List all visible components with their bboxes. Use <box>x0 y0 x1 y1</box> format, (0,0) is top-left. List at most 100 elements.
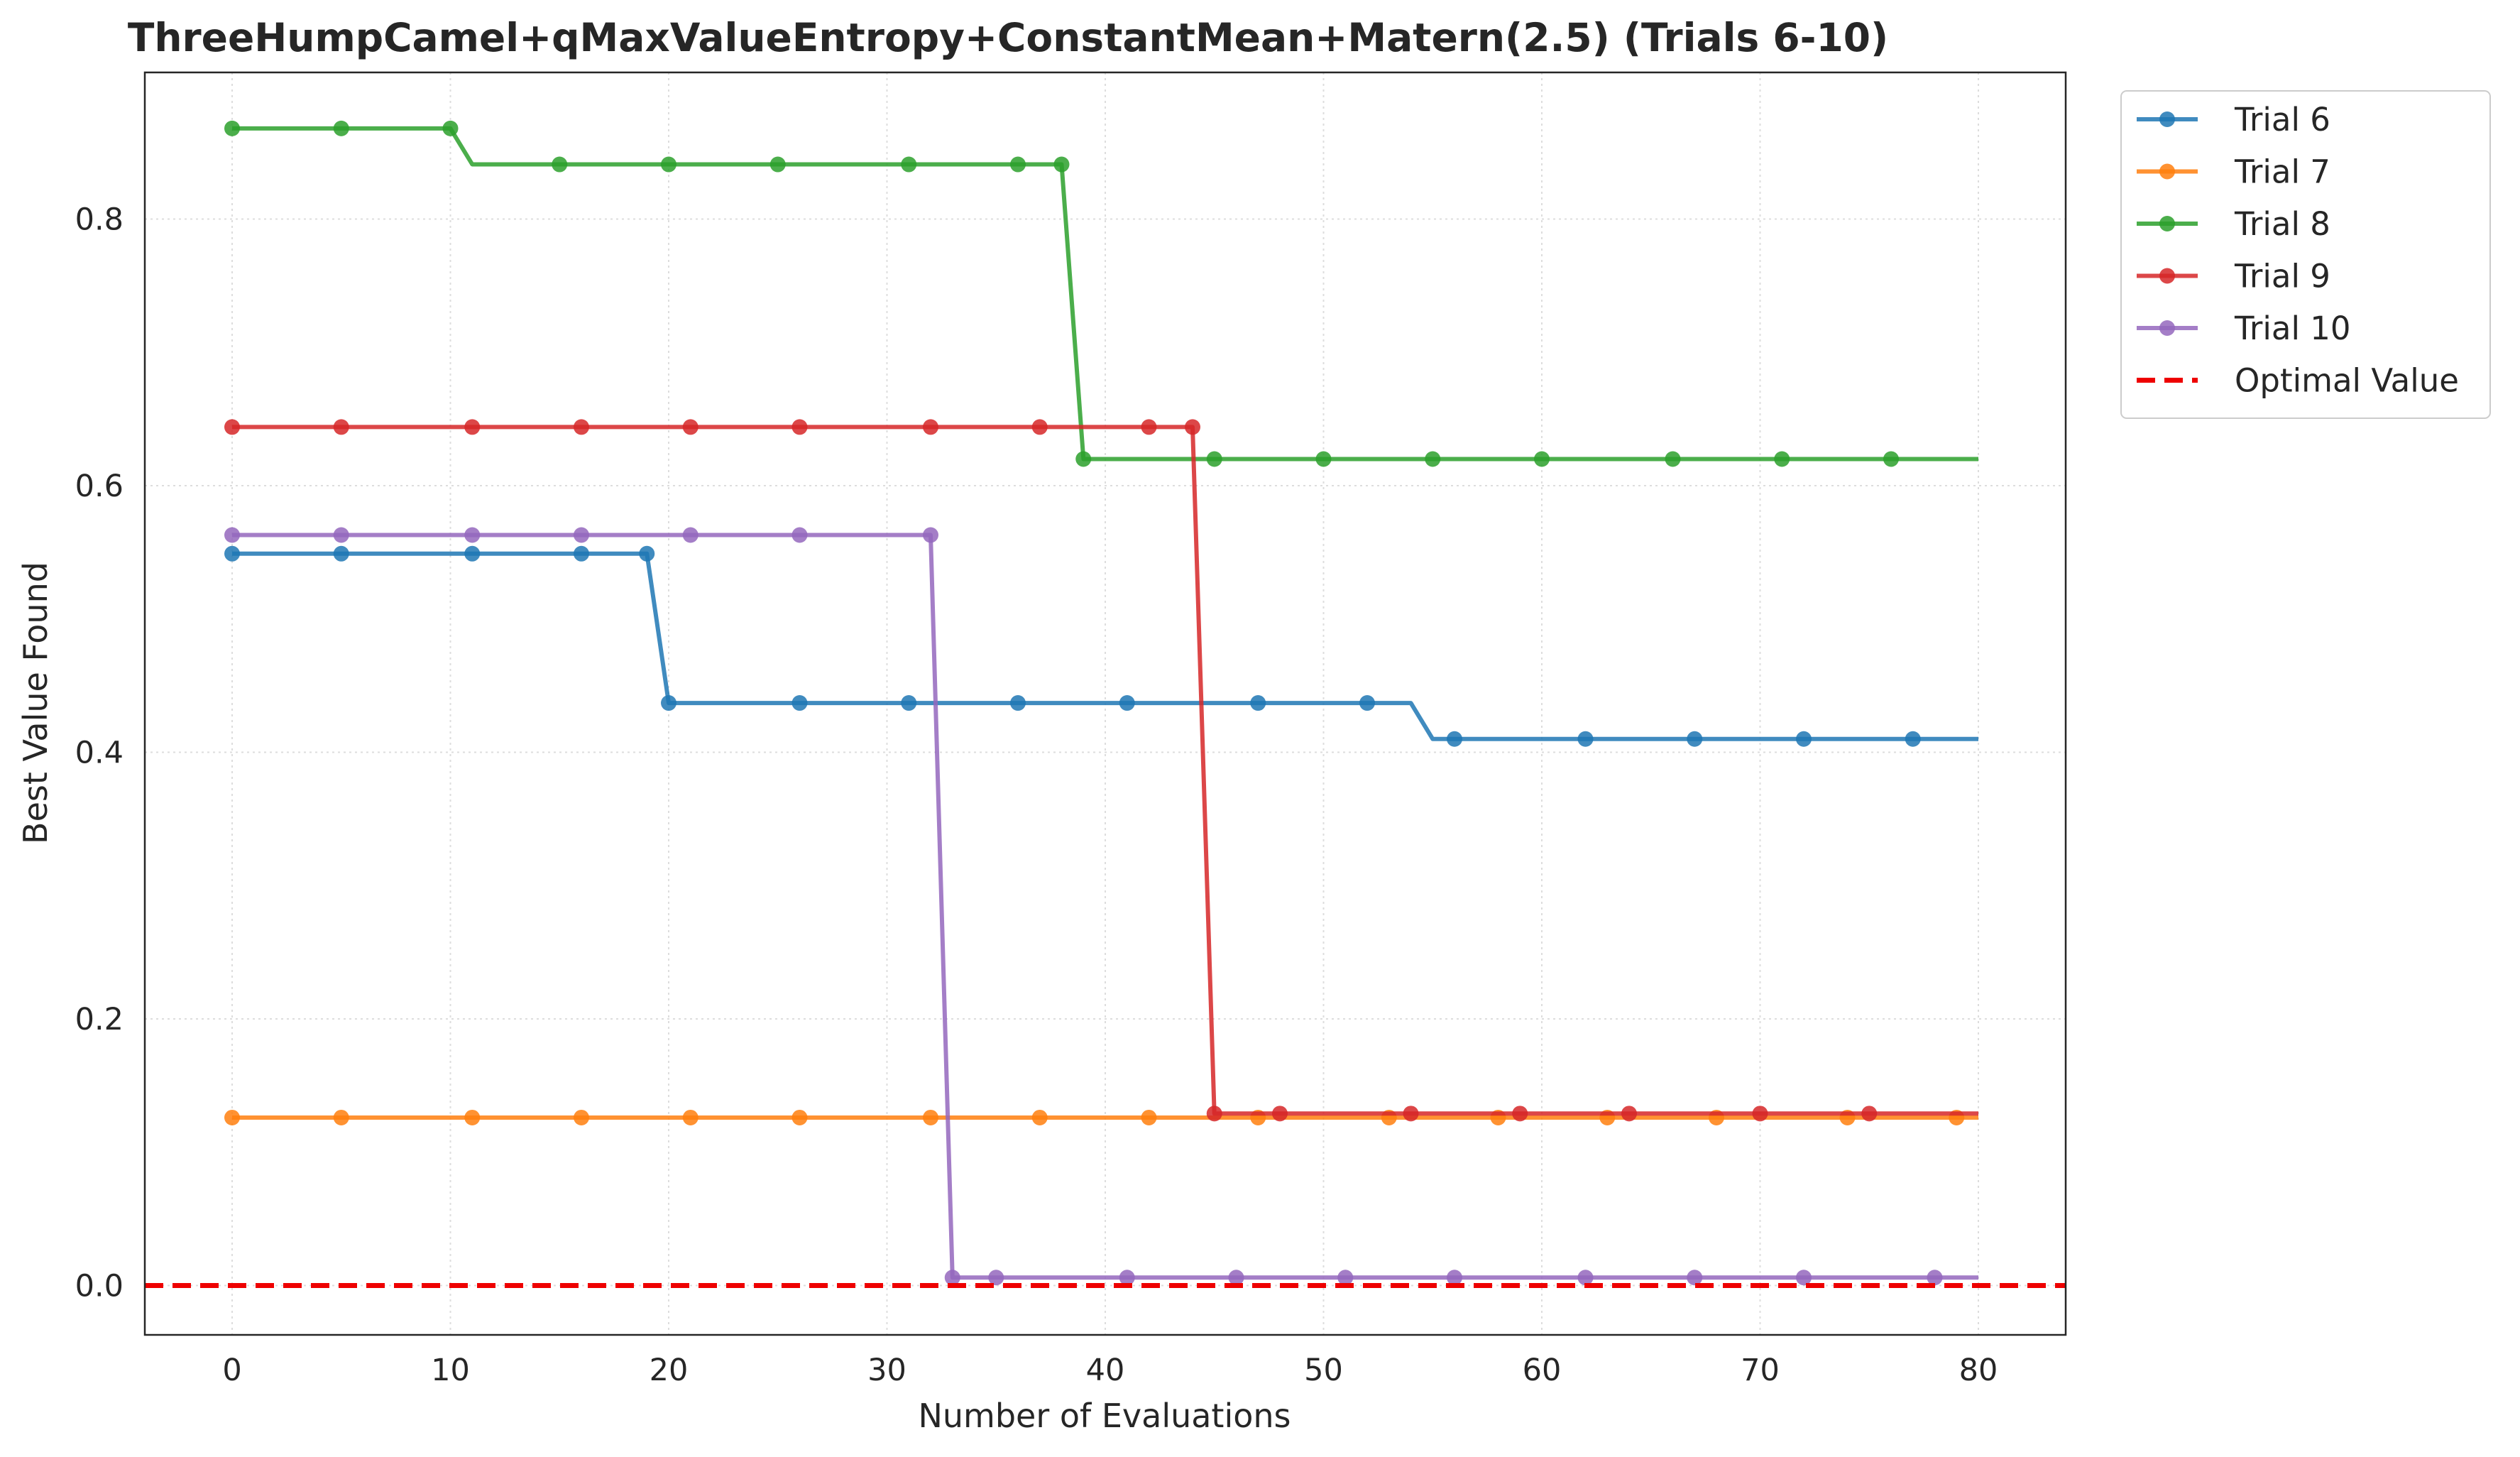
data-point <box>464 545 481 562</box>
legend-label: Trial 8 <box>2234 205 2330 243</box>
y-tick-label: 0.2 <box>75 1002 124 1037</box>
data-point <box>1905 731 1921 747</box>
data-point <box>791 419 808 435</box>
legend-label: Trial 6 <box>2234 101 2330 138</box>
data-point <box>791 1109 808 1125</box>
data-point <box>1206 451 1222 467</box>
data-point <box>944 1270 960 1286</box>
x-axis: 0 10 20 30 40 50 60 70 80 <box>222 1353 1998 1388</box>
data-point <box>333 1109 349 1125</box>
data-point <box>552 156 568 173</box>
data-point <box>1534 451 1550 467</box>
x-tick-label: 80 <box>1959 1353 1998 1388</box>
data-point <box>901 695 917 711</box>
legend-label: Trial 9 <box>2234 258 2330 295</box>
data-point <box>224 545 240 562</box>
x-tick-label: 30 <box>867 1353 906 1388</box>
x-tick-label: 50 <box>1304 1353 1343 1388</box>
data-point <box>1927 1270 1943 1286</box>
data-point <box>1425 451 1441 467</box>
data-point <box>574 527 589 543</box>
data-point <box>574 545 589 562</box>
series-line <box>232 425 1978 1116</box>
data-point <box>1031 419 1048 435</box>
legend-label: Trial 7 <box>2234 153 2330 191</box>
data-point <box>791 695 808 711</box>
data-point <box>1141 419 1157 435</box>
data-point <box>1272 1106 1288 1122</box>
data-point <box>661 156 676 173</box>
data-point <box>1010 156 1026 173</box>
data-point <box>464 1109 481 1125</box>
data-point <box>1141 1109 1157 1125</box>
x-axis-label: Number of Evaluations <box>918 1397 1291 1435</box>
data-point <box>1075 451 1092 467</box>
x-tick-label: 60 <box>1523 1353 1562 1388</box>
data-point <box>1665 451 1681 467</box>
data-point <box>1228 1270 1244 1286</box>
x-tick-label: 10 <box>431 1353 470 1388</box>
series-1 <box>224 545 1978 747</box>
data-point <box>1796 731 1812 747</box>
data-point <box>923 527 938 543</box>
data-point <box>1752 1106 1768 1122</box>
data-point <box>574 1109 589 1125</box>
data-point <box>1031 1109 1048 1125</box>
data-point <box>682 1109 699 1125</box>
x-tick-label: 70 <box>1741 1353 1780 1388</box>
data-point <box>1796 1270 1812 1286</box>
data-point <box>1206 1106 1222 1122</box>
data-point <box>1337 1270 1354 1286</box>
legend-marker <box>2159 268 2175 284</box>
data-point <box>988 1270 1004 1286</box>
data-point <box>1250 695 1266 711</box>
y-tick-label: 0.0 <box>75 1269 124 1304</box>
data-point <box>1447 731 1462 747</box>
data-point <box>442 120 459 136</box>
y-tick-label: 0.6 <box>75 469 124 504</box>
x-tick-label: 0 <box>222 1353 241 1388</box>
legend-marker <box>2159 163 2175 180</box>
x-tick-label: 40 <box>1086 1353 1125 1388</box>
chart-title: ThreeHumpCamel+qMaxValueEntropy+Constant… <box>128 15 1888 60</box>
legend-marker <box>2159 320 2175 336</box>
data-point <box>1512 1106 1528 1122</box>
data-point <box>1861 1106 1878 1122</box>
legend-marker <box>2159 216 2175 231</box>
data-point <box>923 419 938 435</box>
data-point <box>1185 419 1200 435</box>
series-3 <box>224 120 1978 467</box>
series-5 <box>224 527 1978 1286</box>
data-point <box>1687 1270 1703 1286</box>
data-point <box>661 695 676 711</box>
data-point <box>224 1109 240 1125</box>
data-point <box>1883 451 1899 467</box>
data-point <box>1447 1270 1462 1286</box>
data-point <box>1119 1270 1135 1286</box>
y-axis: 0.0 0.2 0.4 0.6 0.8 <box>75 202 124 1304</box>
y-tick-label: 0.8 <box>75 202 124 238</box>
data-point <box>682 527 699 543</box>
data-point <box>464 419 481 435</box>
data-point <box>791 527 808 543</box>
data-point <box>464 527 481 543</box>
data-point <box>1119 695 1135 711</box>
data-point <box>639 545 655 562</box>
data-point <box>1621 1106 1637 1122</box>
data-point <box>1053 156 1070 173</box>
data-point <box>1687 731 1703 747</box>
data-point <box>1577 1270 1594 1286</box>
data-point <box>333 527 349 543</box>
data-point <box>333 120 349 136</box>
legend-marker <box>2159 111 2175 127</box>
data-point <box>1403 1106 1419 1122</box>
data-point <box>574 419 589 435</box>
series <box>224 120 1978 1286</box>
data-point <box>769 156 786 173</box>
legend-label: Optimal Value <box>2235 362 2459 400</box>
data-point <box>224 120 240 136</box>
y-axis-label: Best Value Found <box>16 562 55 844</box>
data-point <box>224 527 240 543</box>
data-point <box>1315 451 1332 467</box>
